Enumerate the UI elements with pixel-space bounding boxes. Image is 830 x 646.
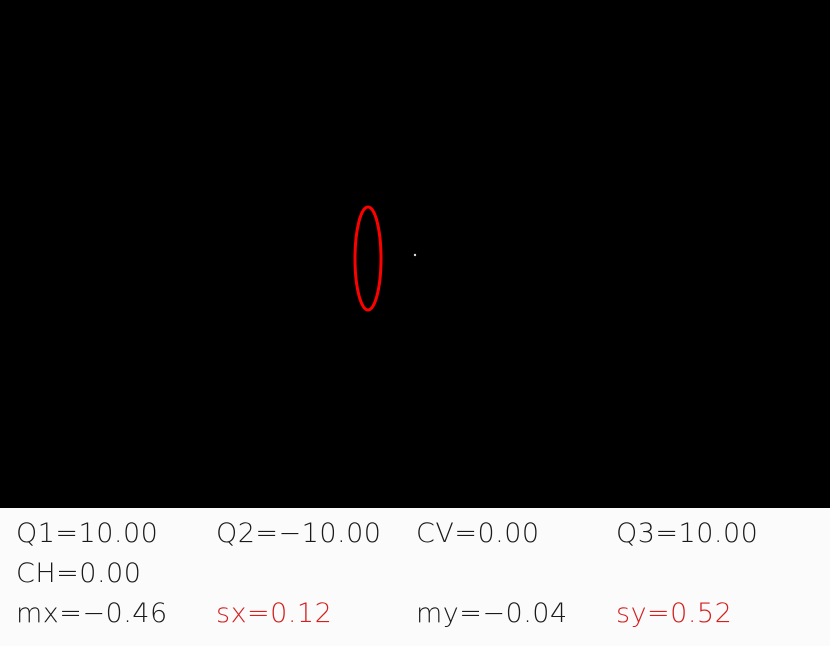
plot-svg bbox=[353, 205, 417, 312]
cv-value: CV=0.00 bbox=[416, 518, 540, 549]
ch-value: CH=0.00 bbox=[16, 558, 142, 589]
center-point bbox=[413, 253, 417, 257]
q3-value: Q3=10.00 bbox=[616, 518, 759, 549]
readout-panel: Q1=10.00 Q2=−10.00 CV=0.00 Q3=10.00 CH=0… bbox=[0, 508, 830, 646]
q1-value: Q1=10.00 bbox=[16, 518, 159, 549]
beam-ellipse bbox=[353, 205, 383, 312]
sx-value: sx=0.12 bbox=[216, 598, 333, 629]
my-value: my=−0.04 bbox=[416, 598, 568, 629]
plot-canvas bbox=[0, 0, 830, 508]
sy-value: sy=0.52 bbox=[616, 598, 733, 629]
mx-value: mx=−0.46 bbox=[16, 598, 168, 629]
q2-value: Q2=−10.00 bbox=[216, 518, 382, 549]
